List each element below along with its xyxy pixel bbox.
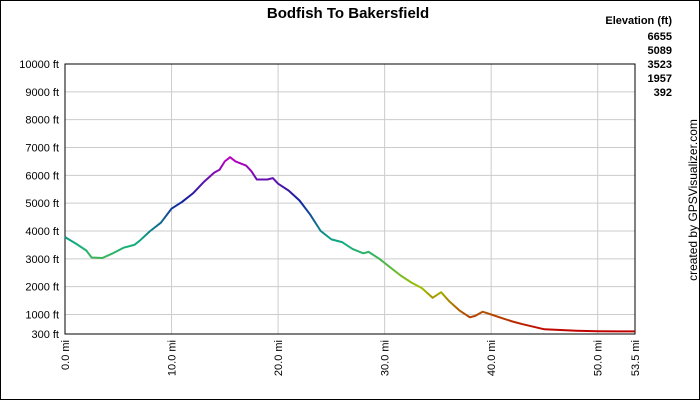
chart-title: Bodfish To Bakersfield — [267, 5, 429, 22]
x-tick-label: 20.0 mi — [273, 340, 285, 376]
y-tick-label: 9000 ft — [25, 87, 59, 99]
x-tick-label: 53.5 mi — [630, 340, 642, 376]
y-tick-label: 6000 ft — [25, 170, 59, 182]
x-tick-label: 30.0 mi — [380, 340, 392, 376]
y-tick-label: 8000 ft — [25, 115, 59, 127]
legend-value: 3523 — [648, 59, 672, 71]
legend-title: Elevation (ft) — [605, 15, 672, 27]
x-tick-label: 50.0 mi — [593, 340, 605, 376]
x-tick-label: 10.0 mi — [167, 340, 179, 376]
x-tick-label: 40.0 mi — [486, 340, 498, 376]
y-tick-label: 10000 ft — [19, 59, 59, 71]
x-tick-label: 0.0 mi — [60, 340, 72, 370]
y-tick-label: 3000 ft — [25, 254, 59, 266]
y-tick-label: 2000 ft — [25, 282, 59, 294]
legend-value: 6655 — [648, 31, 672, 43]
elevation-line — [64, 156, 635, 333]
plot-border — [64, 63, 636, 335]
credit: created by GPSVisualizer.com — [686, 119, 700, 281]
legend-value: 392 — [654, 87, 672, 99]
legend-value: 5089 — [648, 45, 672, 57]
y-tick-label: 5000 ft — [25, 198, 59, 210]
y-tick-label: 4000 ft — [25, 226, 59, 238]
y-tick-label: 7000 ft — [25, 143, 59, 155]
legend-value: 1957 — [648, 73, 672, 85]
y-tick-label: 1000 ft — [25, 310, 59, 322]
y-tick-label: 300 ft — [31, 329, 59, 341]
